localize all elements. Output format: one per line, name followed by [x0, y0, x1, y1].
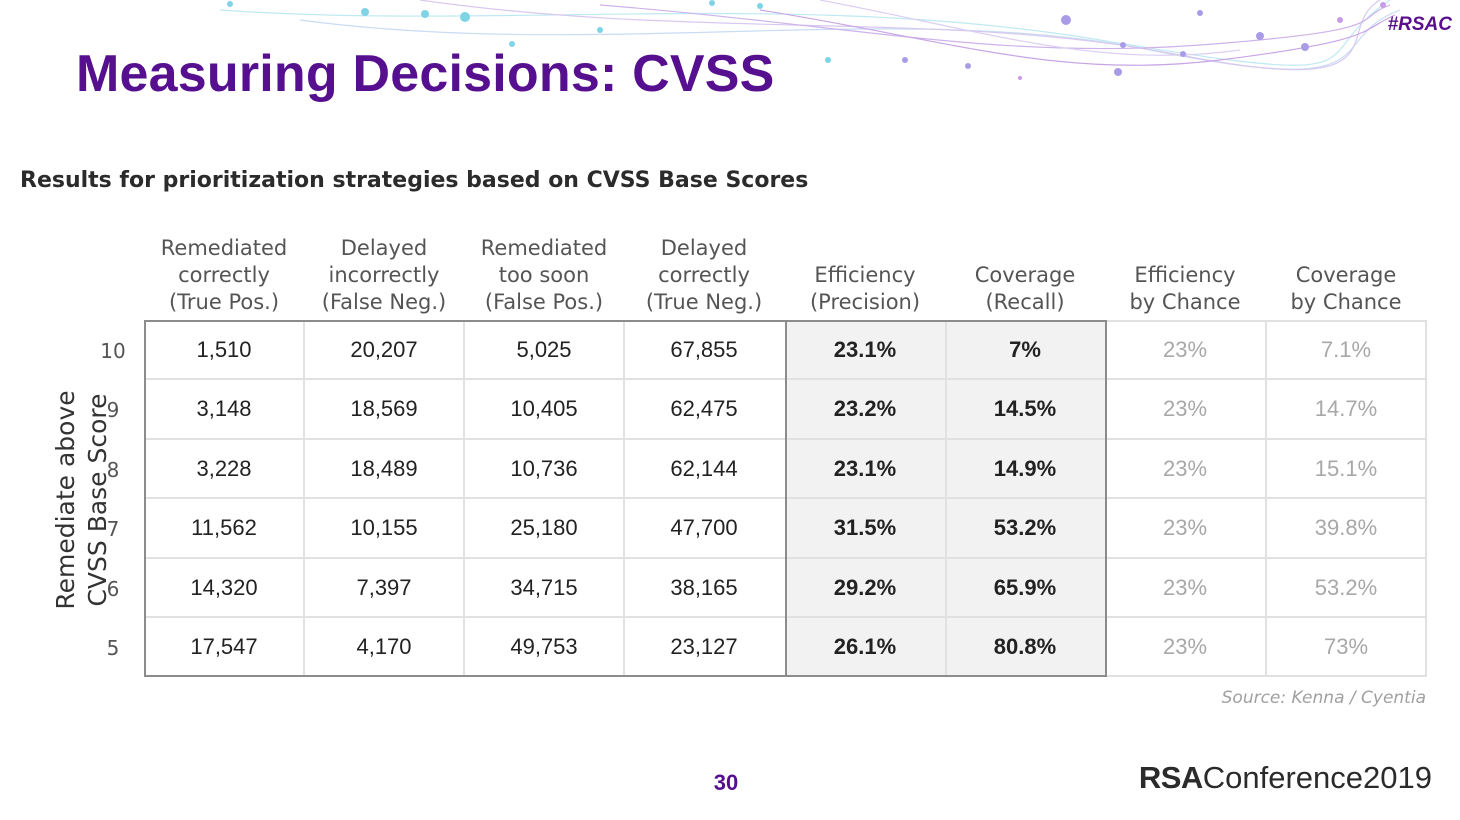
column-header-false-positive: Remediated too soon (False Pos.) — [480, 236, 608, 314]
table-cell-efficiency-chance: 23% — [1162, 574, 1208, 600]
grid-line — [1265, 320, 1267, 677]
table-cell-true-neg: 67,855 — [670, 336, 738, 362]
brand-rsa: RSA — [1138, 760, 1203, 795]
table-cell-coverage: 80.8% — [993, 633, 1057, 659]
table-cell-efficiency: 31.5% — [833, 514, 897, 540]
table-cell-coverage-chance: 7.1% — [1320, 336, 1372, 362]
column-header-true-negative: Delayed correctly (True Neg.) — [645, 236, 763, 314]
table-cell-efficiency-chance: 23% — [1162, 633, 1208, 659]
table-cell-efficiency: 23.2% — [833, 395, 897, 421]
highlight-columns-border — [785, 320, 1107, 677]
source-note: Source: Kenna / Cyentia — [1221, 688, 1426, 708]
table-cell-efficiency: 26.1% — [833, 633, 897, 659]
page-number: 30 — [713, 770, 739, 795]
table-cell-efficiency: 23.1% — [833, 455, 897, 481]
row-label-score: 6 — [106, 576, 120, 601]
table-cell-false-neg: 10,155 — [350, 514, 418, 540]
table-cell-efficiency-chance: 23% — [1162, 395, 1208, 421]
table-cell-coverage: 53.2% — [993, 514, 1057, 540]
grid-line — [623, 320, 625, 677]
table-cell-false-pos: 10,736 — [510, 455, 578, 481]
table-cell-true-neg: 38,165 — [670, 574, 738, 600]
table-cell-true-neg: 62,144 — [670, 455, 738, 481]
row-label-score: 7 — [106, 516, 120, 541]
table-cell-false-neg: 20,207 — [350, 336, 418, 362]
table-cell-false-pos: 49,753 — [510, 633, 578, 659]
table-cell-coverage-chance: 14.7% — [1314, 395, 1378, 421]
table-cell-coverage-chance: 39.8% — [1314, 514, 1378, 540]
table-cell-false-neg: 18,489 — [350, 455, 418, 481]
table-cell-efficiency-chance: 23% — [1162, 336, 1208, 362]
table-cell-false-pos: 25,180 — [510, 514, 578, 540]
table-cell-true-neg: 62,475 — [670, 395, 738, 421]
column-header-coverage: Coverage (Recall) — [974, 263, 1076, 314]
column-header-false-negative: Delayed incorrectly (False Neg.) — [321, 236, 447, 314]
row-label-score: 5 — [106, 635, 120, 660]
table-cell-true-pos: 1,510 — [196, 336, 252, 362]
table-title: Results for prioritization strategies ba… — [20, 168, 809, 193]
rsa-conference-logo: RSAConference2019 — [1139, 760, 1432, 796]
table-cell-coverage-chance: 53.2% — [1314, 574, 1378, 600]
table-cell-true-pos: 3,148 — [196, 395, 252, 421]
table-cell-coverage: 65.9% — [993, 574, 1057, 600]
slide-title: Measuring Decisions: CVSS — [76, 45, 775, 103]
table-cell-true-neg: 23,127 — [670, 633, 738, 659]
grid-line — [463, 320, 465, 677]
grid-line — [945, 320, 947, 677]
column-header-efficiency-by-chance: Efficiency by Chance — [1129, 263, 1241, 314]
brand-conference: Conference2019 — [1202, 760, 1432, 795]
grid-line — [1425, 320, 1427, 677]
column-header-true-positive: Remediated correctly (True Pos.) — [160, 236, 288, 314]
column-header-efficiency: Efficiency (Precision) — [809, 263, 921, 314]
table-cell-coverage: 14.9% — [993, 455, 1057, 481]
table-cell-coverage-chance: 15.1% — [1314, 455, 1378, 481]
table-cell-true-pos: 14,320 — [190, 574, 258, 600]
table-cell-true-pos: 3,228 — [196, 455, 252, 481]
table-cell-false-neg: 7,397 — [356, 574, 412, 600]
column-header-coverage-by-chance: Coverage by Chance — [1290, 263, 1402, 314]
table-cell-true-pos: 11,562 — [191, 514, 257, 540]
table-cell-true-pos: 17,547 — [190, 633, 258, 659]
results-table: 1,510 20,207 5,025 67,855 23.1% 7% 23% 7.1% 3,14… — [144, 320, 1427, 677]
table-cell-false-neg: 4,170 — [356, 633, 412, 659]
table-cell-false-pos: 10,405 — [510, 395, 578, 421]
row-label-score: 8 — [106, 457, 120, 482]
table-cell-coverage: 7% — [1009, 336, 1041, 362]
table-cell-true-neg: 47,700 — [670, 514, 738, 540]
table-cell-coverage-chance: 73% — [1323, 633, 1369, 659]
row-label-score: 10 — [100, 338, 126, 363]
table-cell-coverage: 14.5% — [993, 395, 1057, 421]
table-cell-efficiency-chance: 23% — [1162, 455, 1208, 481]
rsac-hashtag: #RSAC — [1387, 14, 1452, 35]
row-label-score: 9 — [106, 397, 120, 422]
table-cell-false-pos: 5,025 — [516, 336, 572, 362]
table-cell-efficiency: 23.1% — [833, 336, 897, 362]
table-cell-false-neg: 18,569 — [350, 395, 418, 421]
table-cell-false-pos: 34,715 — [510, 574, 578, 600]
table-cell-efficiency-chance: 23% — [1162, 514, 1208, 540]
table-cell-efficiency: 29.2% — [833, 574, 897, 600]
grid-line — [303, 320, 305, 677]
